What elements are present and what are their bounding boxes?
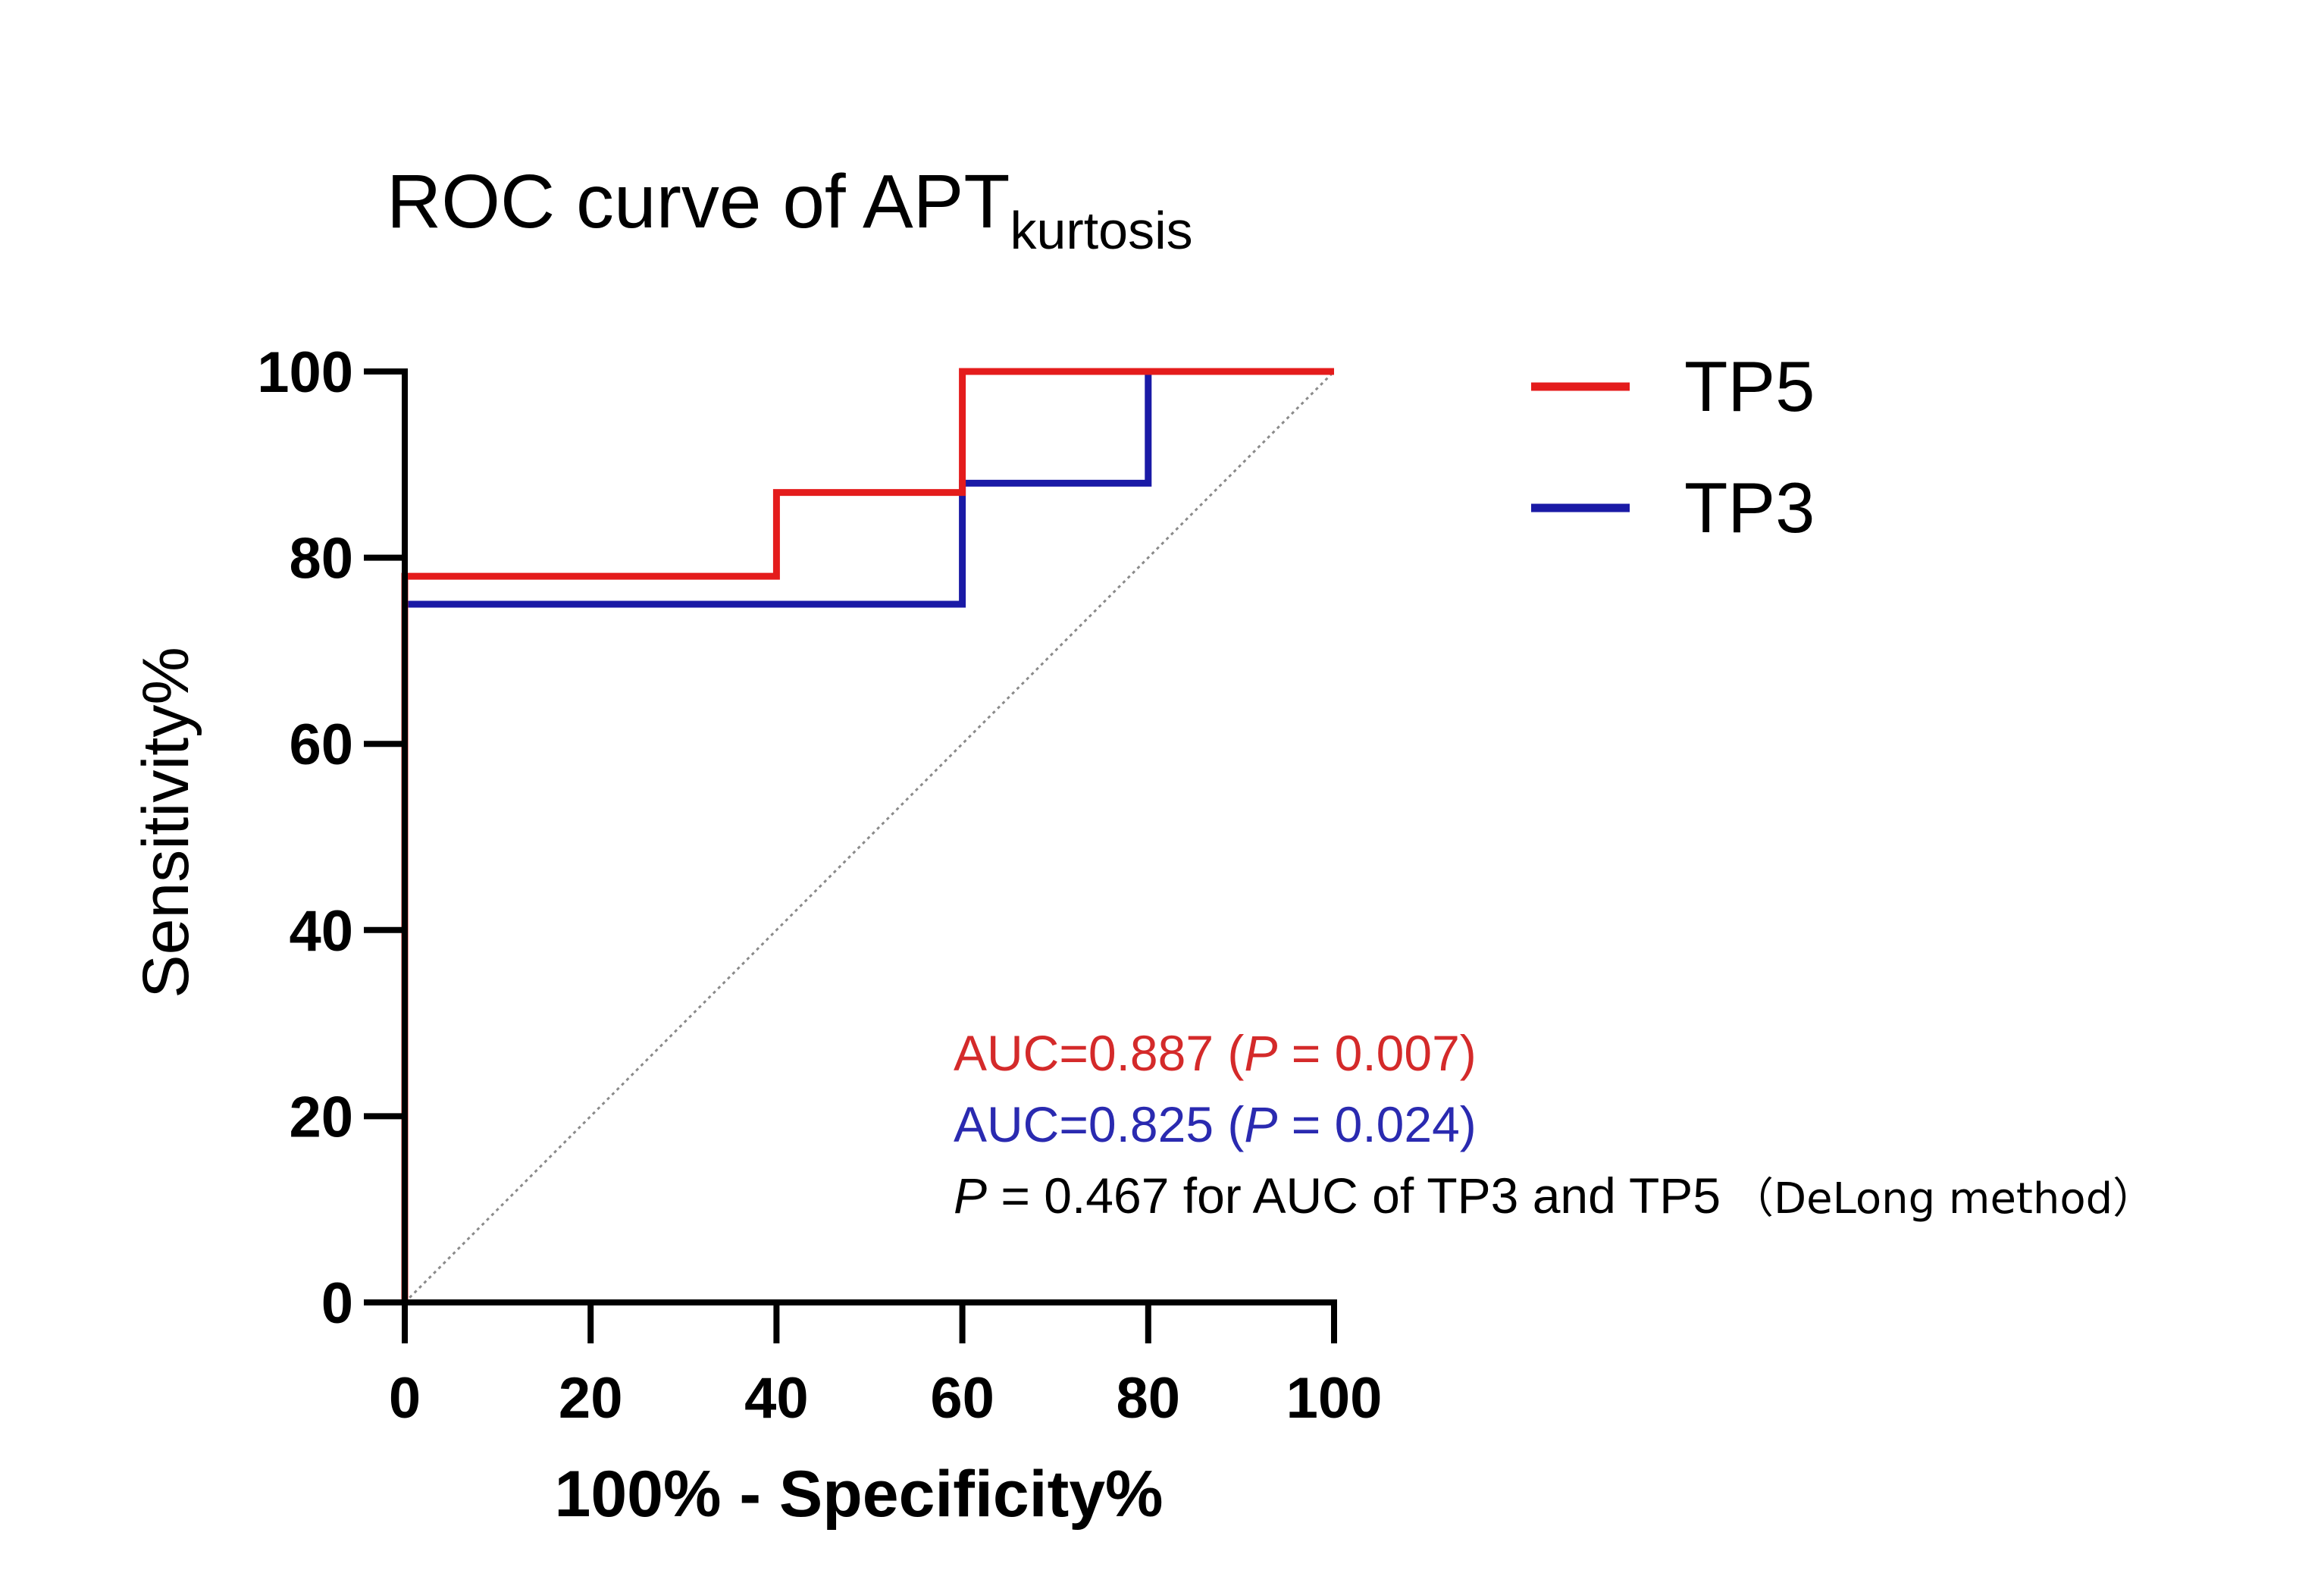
x-axis-label: 100% - Specificity%: [554, 1458, 1163, 1531]
y-tick-label-40: 40: [289, 899, 353, 964]
y-tick-label-100: 100: [257, 340, 353, 405]
comparison-p-symbol: P: [954, 1167, 987, 1224]
y-tick-label-60: 60: [289, 713, 353, 777]
auc-tp3-prefix: AUC=0.825 (: [954, 1096, 1244, 1152]
comparison-text: = 0.467 for AUC of TP3 and TP5: [987, 1167, 1721, 1224]
auc-annotation-tp3: AUC=0.825 (P = 0.024): [954, 1096, 1477, 1152]
annotations: AUC=0.887 (P = 0.007) AUC=0.825 (P = 0.0…: [954, 1025, 2155, 1224]
x-tick-label-0: 0: [389, 1366, 421, 1431]
comparison-method: （DeLong method）: [1731, 1174, 2155, 1224]
plot-area: 0 20 40 60 80 100 0 20 40 60 80 100: [257, 340, 1382, 1431]
auc-tp5-suffix: = 0.007): [1277, 1025, 1476, 1081]
legend-label-tp5: TP5: [1684, 346, 1815, 426]
y-tick-label-80: 80: [289, 527, 353, 591]
chart-title: ROC curve of APTkurtosis: [387, 159, 1193, 260]
auc-tp5-prefix: AUC=0.887 (: [954, 1025, 1244, 1081]
x-tick-label-20: 20: [559, 1366, 623, 1431]
y-tick-label-0: 0: [321, 1271, 353, 1336]
chart-title-main: ROC curve of APT: [387, 159, 1010, 244]
x-tick-label-100: 100: [1286, 1366, 1383, 1431]
auc-comparison-annotation: P = 0.467 for AUC of TP3 and TP5 （DeLong …: [954, 1167, 2155, 1224]
legend: TP5 TP3: [1531, 346, 1815, 547]
auc-tp3-p-symbol: P: [1244, 1096, 1277, 1152]
x-tick-label-60: 60: [930, 1366, 994, 1431]
auc-tp5-p-symbol: P: [1244, 1025, 1277, 1081]
legend-label-tp3: TP3: [1684, 468, 1815, 547]
reference-diagonal-line: [403, 370, 1336, 1304]
auc-tp3-suffix: = 0.024): [1277, 1096, 1476, 1152]
x-tick-label-80: 80: [1117, 1366, 1181, 1431]
auc-annotation-tp5: AUC=0.887 (P = 0.007): [954, 1025, 1477, 1081]
y-tick-label-20: 20: [289, 1085, 353, 1149]
chart-title-subscript: kurtosis: [1010, 201, 1192, 260]
y-axis-label: Sensitivity%: [130, 647, 202, 998]
x-tick-label-40: 40: [744, 1366, 809, 1431]
